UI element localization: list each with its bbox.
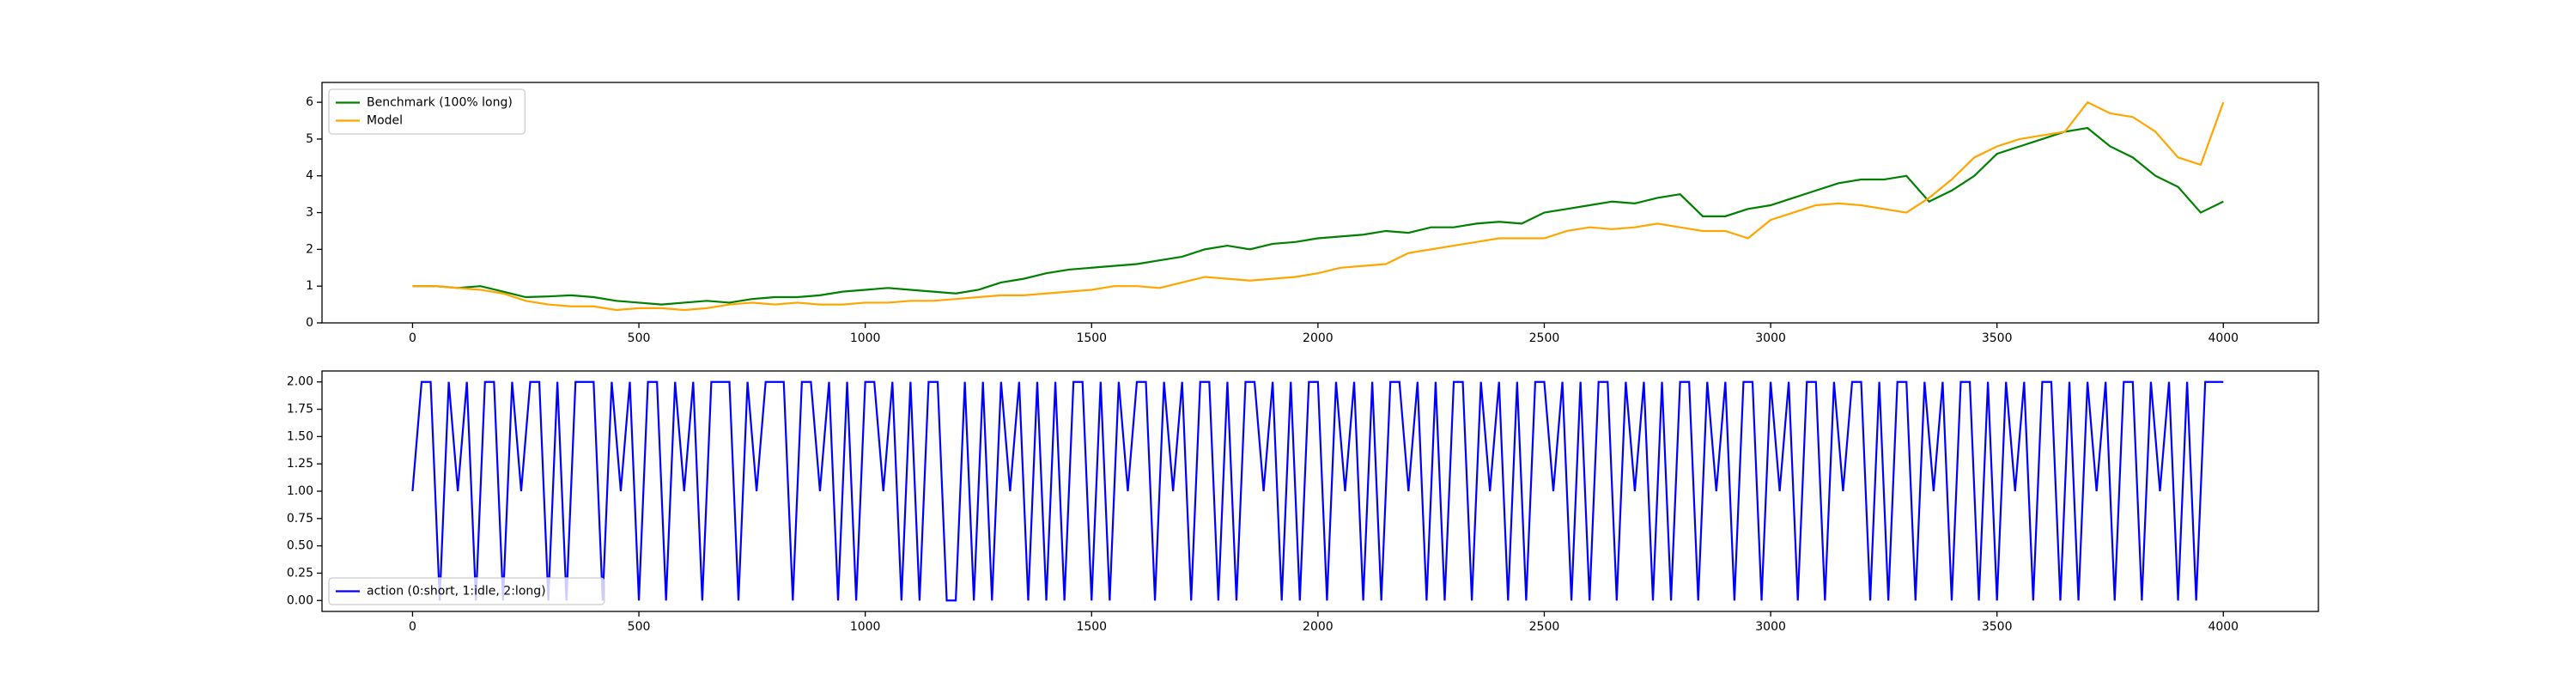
x-tick-label: 4000 [2208,620,2239,634]
x-tick-label: 0 [409,620,416,634]
y-tick-label: 0 [306,316,313,330]
x-tick-label: 500 [628,331,651,345]
legend: action (0:short, 1:idle, 2:long) [328,577,605,605]
x-tick-label: 1000 [850,620,881,634]
legend-label: action (0:short, 1:idle, 2:long) [367,585,546,599]
x-tick-label: 2500 [1529,620,1560,634]
series-line [412,126,2224,306]
axes-frame [321,82,2319,324]
x-tick-label: 2000 [1303,331,1334,345]
x-tick-label: 3000 [1755,620,1786,634]
y-tick-label: 0.75 [287,512,313,526]
legend-label: Benchmark (100% long) [367,96,513,110]
y-tick-label: 2 [306,242,313,256]
x-tick-label: 2000 [1303,620,1334,634]
y-tick-label: 1.25 [287,457,313,471]
x-tick-label: 1500 [1076,331,1107,345]
x-tick-label: 1000 [850,331,881,345]
y-tick-label: 6 [306,95,313,109]
y-tick-label: 1 [306,279,313,293]
y-tick-label: 0.50 [287,539,313,553]
x-tick-label: 2500 [1529,331,1560,345]
legend-box [328,577,605,605]
y-tick-label: 1.50 [287,429,313,443]
legend: Benchmark (100% long) Model [328,88,526,135]
legend-box [328,88,526,135]
y-tick-label: 4 [306,169,313,183]
x-tick-label: 0 [409,331,416,345]
y-tick-label: 0.25 [287,566,313,580]
y-tick-label: 5 [306,132,313,146]
y-tick-label: 3 [306,206,313,220]
x-tick-label: 1500 [1076,620,1107,634]
y-tick-label: 2.00 [287,375,313,389]
series-line [412,100,2225,312]
series-line [411,380,2224,602]
legend-label: Model [367,114,403,128]
x-tick-label: 3500 [1982,620,2013,634]
x-tick-label: 3500 [1982,331,2013,345]
x-tick-label: 500 [628,620,651,634]
y-tick-label: 0.00 [287,593,313,607]
y-tick-label: 1.75 [287,403,313,416]
y-tick-label: 1.00 [287,484,313,498]
x-tick-label: 4000 [2208,331,2239,345]
x-tick-label: 3000 [1755,331,1786,345]
